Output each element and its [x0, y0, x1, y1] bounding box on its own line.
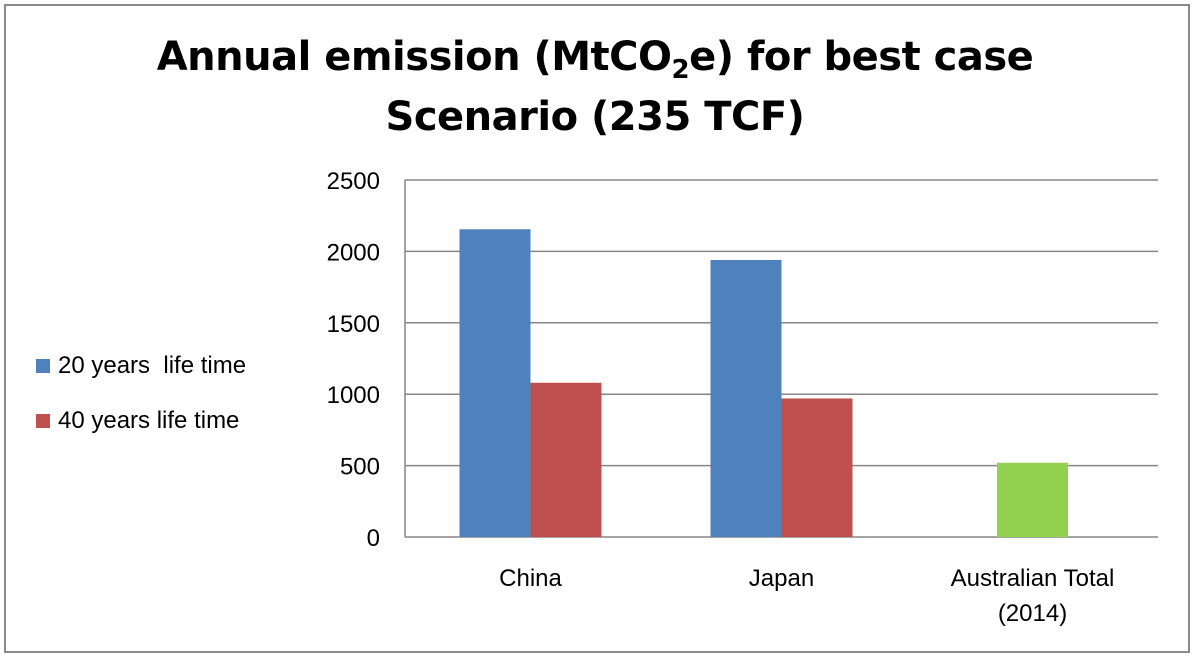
chart-frame: [4, 4, 1190, 653]
legend-item-40-years: 40 years life time: [36, 407, 246, 435]
x-tick-label-2-1: (2014): [998, 600, 1067, 627]
y-tick-label-1000: 1000: [327, 382, 380, 409]
y-tick-label-1500: 1500: [327, 311, 380, 338]
legend-swatch-20-years: [36, 359, 50, 373]
chart-title-line2: Scenario (235 TCF): [385, 94, 805, 140]
legend-swatch-40-years: [36, 414, 50, 428]
chart-title: Annual emission (MtCO2e) for best case: [0, 34, 1190, 83]
bar-0-series-0: [459, 229, 531, 538]
x-tick-label-0-0: China: [499, 565, 562, 592]
bar-1-series-0: [710, 259, 782, 537]
y-tick-label-500: 500: [340, 454, 380, 481]
bar-0-series-1: [530, 382, 602, 537]
bar-2-series-2: [997, 462, 1068, 537]
legend-item-20-years: 20 years life time: [36, 352, 246, 380]
legend-label-40-years: 40 years life time: [58, 407, 240, 434]
legend-label-20-years: 20 years life time: [58, 352, 247, 379]
chart-title-prefix: Annual emission (MtCO: [156, 34, 672, 80]
y-tick-label-0: 0: [367, 525, 380, 552]
chart-title-subscript: 2: [671, 55, 690, 85]
x-tick-label-2-0: Australian Total: [951, 565, 1115, 592]
y-tick-label-2500: 2500: [327, 168, 380, 195]
y-tick-label-2000: 2000: [327, 239, 380, 266]
bar-1-series-1: [781, 398, 853, 537]
x-tick-label-1-0: Japan: [749, 565, 814, 592]
legend: 20 years life time 40 years life time: [36, 352, 246, 462]
chart-title-suffix: e) for best case: [689, 34, 1034, 80]
